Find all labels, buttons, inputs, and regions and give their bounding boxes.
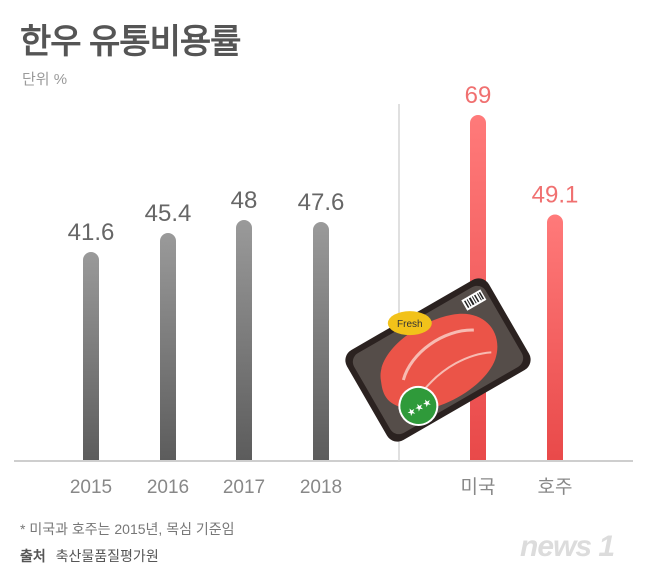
brand-logo: news 1 xyxy=(520,530,615,563)
fresh-sticker-text: Fresh xyxy=(397,319,423,330)
unit-label: 단위 % xyxy=(22,71,68,88)
footnote: * 미국과 호주는 2015년, 목심 기준임 xyxy=(20,521,235,537)
bar-2018 xyxy=(313,222,329,460)
source-line: 출처 축산물품질평가원 xyxy=(20,546,159,566)
category-label-2016: 2016 xyxy=(147,477,189,498)
source-label: 출처 xyxy=(20,548,46,564)
category-label-2015: 2015 xyxy=(70,477,112,498)
fresh-sticker xyxy=(387,311,432,336)
bar-2015 xyxy=(83,252,99,460)
category-label-미국: 미국 xyxy=(461,476,496,498)
value-label-2018: 47.6 xyxy=(298,189,345,216)
meat-package-illustration: ★★★ Fresh xyxy=(345,278,531,442)
bar-2016 xyxy=(160,233,176,460)
bar-2017 xyxy=(236,220,252,460)
source-value: 축산물품질평가원 xyxy=(55,548,159,564)
category-label-2017: 2017 xyxy=(223,477,265,498)
barcode-icon xyxy=(461,289,487,311)
value-label-미국: 69 xyxy=(465,82,492,109)
category-label-호주: 호주 xyxy=(538,477,573,498)
bar-호주 xyxy=(547,214,563,460)
quality-badge-icon xyxy=(398,385,439,426)
chart-title: 한우 유통비용률 xyxy=(20,23,241,61)
value-label-호주: 49.1 xyxy=(532,182,579,209)
value-label-2016: 45.4 xyxy=(145,200,192,227)
category-label-2018: 2018 xyxy=(300,477,342,498)
value-label-2015: 41.6 xyxy=(68,219,115,246)
value-label-2017: 48 xyxy=(231,187,258,214)
